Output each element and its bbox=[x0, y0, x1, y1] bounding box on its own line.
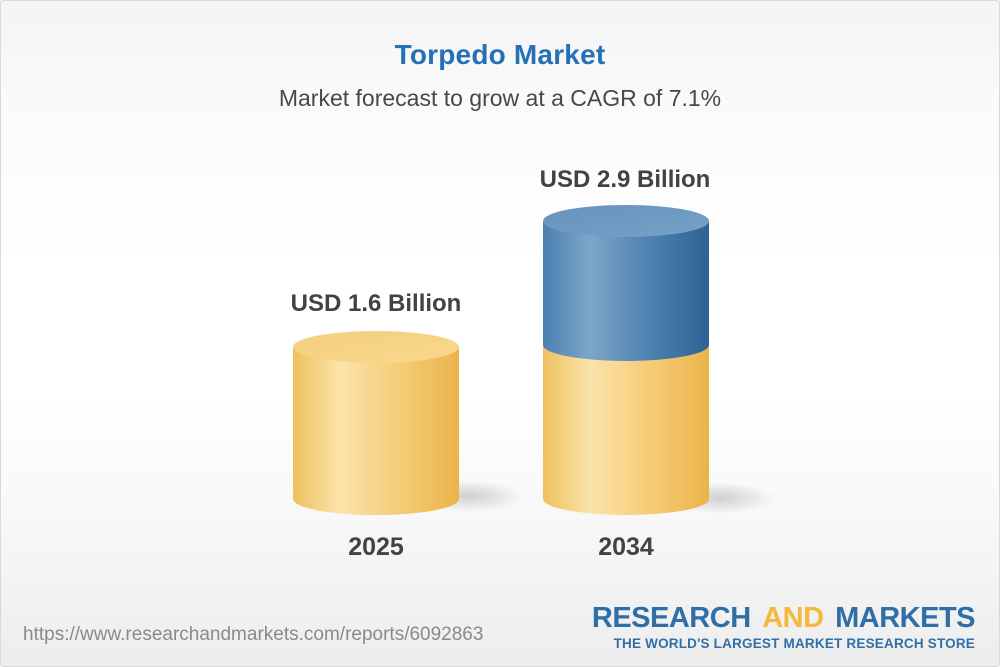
logo-word-research: RESEARCH bbox=[591, 602, 751, 634]
report-url: https://www.researchandmarkets.com/repor… bbox=[23, 624, 484, 645]
value-label-2025: USD 1.6 Billion bbox=[290, 290, 462, 317]
logo-word-and: AND bbox=[762, 602, 824, 634]
logo-wordmark: RESEARCH AND MARKETS bbox=[591, 602, 976, 634]
logo-word-markets: MARKETS bbox=[835, 602, 975, 634]
category-label-2034: 2034 bbox=[598, 533, 654, 561]
chart-subtitle: Market forecast to grow at a CAGR of 7.1… bbox=[278, 85, 722, 111]
bar-2034-base-segment bbox=[543, 345, 709, 515]
value-label-2034: USD 2.9 Billion bbox=[539, 166, 711, 193]
chart-title: Torpedo Market bbox=[394, 39, 606, 70]
research-and-markets-logo: RESEARCH AND MARKETS THE WORLD'S LARGEST… bbox=[591, 602, 976, 651]
category-label-2025: 2025 bbox=[348, 533, 404, 561]
bar-2034-growth-segment bbox=[543, 221, 709, 361]
bar-2034-cylinder bbox=[543, 205, 709, 515]
bar-2025-cylinder bbox=[293, 331, 459, 515]
logo-tagline: THE WORLD'S LARGEST MARKET RESEARCH STOR… bbox=[613, 636, 975, 651]
